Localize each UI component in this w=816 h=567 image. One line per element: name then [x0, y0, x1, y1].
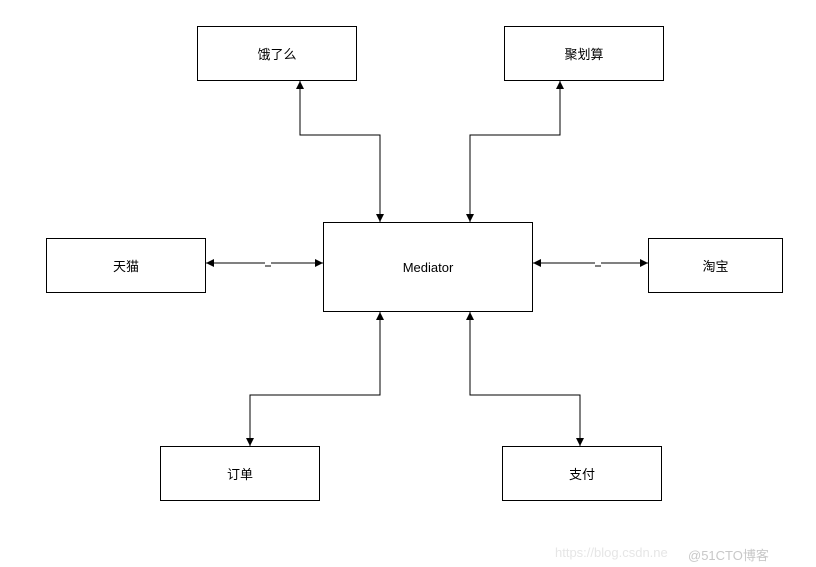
node-label-tmall: 天猫: [113, 256, 139, 275]
edge-0: [300, 81, 380, 222]
node-label-juhuasuan: 聚划算: [564, 44, 603, 63]
node-order: 订单: [160, 446, 320, 501]
node-mediator: Mediator: [323, 222, 533, 312]
edge-5: [470, 312, 580, 446]
node-taobao: 淘宝: [648, 238, 783, 293]
node-eleme: 饿了么: [197, 26, 357, 81]
edge-4: [250, 312, 380, 446]
edge-2: [206, 263, 323, 266]
node-pay: 支付: [502, 446, 662, 501]
edge-3: [533, 263, 648, 266]
node-label-mediator: Mediator: [403, 260, 454, 275]
node-juhuasuan: 聚划算: [504, 26, 664, 81]
node-label-order: 订单: [227, 464, 253, 483]
edge-1: [470, 81, 560, 222]
node-label-taobao: 淘宝: [702, 256, 728, 275]
node-tmall: 天猫: [46, 238, 206, 293]
node-label-pay: 支付: [569, 464, 595, 483]
node-label-eleme: 饿了么: [257, 44, 296, 63]
watermark-1: @51CTO博客: [688, 545, 769, 564]
watermark-0: https://blog.csdn.ne: [555, 545, 668, 560]
